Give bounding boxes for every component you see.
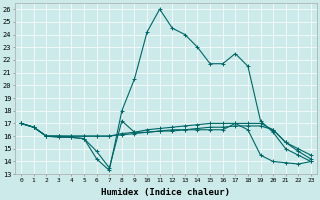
X-axis label: Humidex (Indice chaleur): Humidex (Indice chaleur) [101, 188, 230, 197]
